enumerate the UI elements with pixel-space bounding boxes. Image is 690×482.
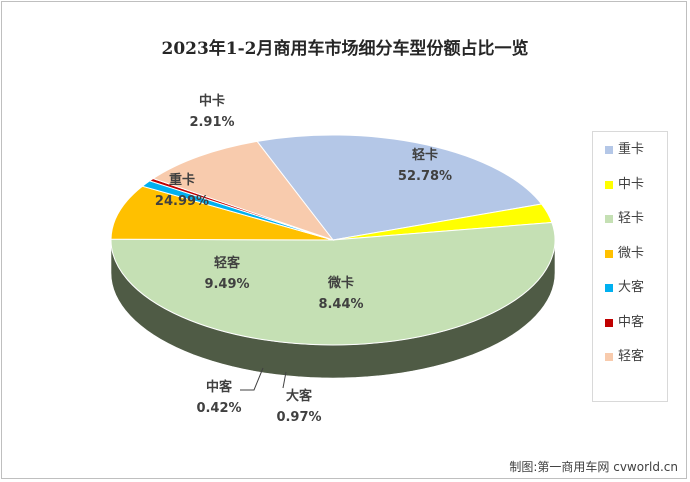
slice-value-label-6: 9.49% bbox=[204, 277, 249, 292]
slice-labels: 重卡 24.99% 中卡 2.91% 轻卡 52.78% 微卡 8.44% 大客 0.97% 中客 0… bbox=[155, 93, 452, 425]
chart-title: 2023年1-2月商用车市场细分车型份额占比一览 bbox=[161, 39, 529, 59]
slice-value-label-4: 0.97% bbox=[276, 410, 321, 425]
legend-swatch-4 bbox=[605, 284, 613, 292]
pie-tops bbox=[110, 134, 556, 346]
slice-value-label-1: 2.91% bbox=[189, 115, 234, 130]
leader-line-4 bbox=[282, 371, 287, 389]
legend-label-4: 大客 bbox=[618, 280, 645, 295]
legend-swatch-6 bbox=[605, 353, 613, 361]
slice-name-label-6: 轻客 bbox=[214, 255, 241, 271]
slice-value-label-3: 8.44% bbox=[318, 297, 363, 312]
legend: 重卡中卡轻卡微卡大客中客轻客 bbox=[592, 131, 668, 402]
slice-name-label-3: 微卡 bbox=[327, 275, 354, 291]
legend-swatch-2 bbox=[605, 215, 613, 223]
slice-name-label-0: 重卡 bbox=[169, 172, 195, 188]
slice-value-label-0: 24.99% bbox=[155, 194, 209, 209]
legend-label-6: 轻客 bbox=[618, 349, 645, 364]
slice-6 bbox=[151, 140, 335, 242]
leader-lines bbox=[240, 367, 287, 391]
slice-name-label-5: 中客 bbox=[206, 379, 233, 395]
slice-name-label-4: 大客 bbox=[286, 388, 313, 404]
legend-label-5: 中客 bbox=[618, 314, 645, 330]
legend-label-0: 重卡 bbox=[618, 142, 645, 157]
slice-2 bbox=[110, 222, 556, 346]
legend-label-3: 微卡 bbox=[618, 245, 645, 261]
legend-label-2: 轻卡 bbox=[618, 211, 645, 226]
slice-3 bbox=[110, 185, 334, 241]
slice-0 bbox=[256, 134, 543, 241]
legend-label-1: 中卡 bbox=[618, 176, 645, 192]
legend-swatch-0 bbox=[605, 146, 613, 154]
legend-swatch-5 bbox=[605, 318, 613, 327]
legend-swatch-3 bbox=[605, 249, 613, 258]
leader-line-5 bbox=[240, 367, 264, 391]
slice-name-label-1: 中卡 bbox=[199, 93, 225, 109]
legend-swatch-1 bbox=[605, 180, 613, 189]
slice-value-label-2: 52.78% bbox=[398, 169, 452, 184]
credit-text: 制图:第一商用车网 cvworld.cn bbox=[509, 460, 678, 474]
slice-value-label-5: 0.42% bbox=[196, 401, 241, 416]
slice-name-label-2: 轻卡 bbox=[412, 147, 438, 163]
